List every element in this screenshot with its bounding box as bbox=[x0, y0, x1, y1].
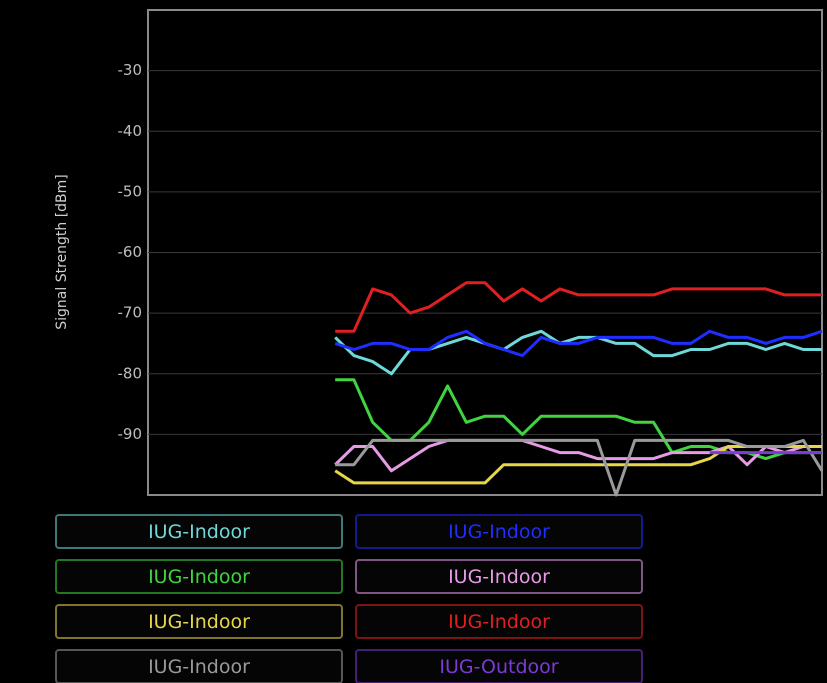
legend-label: IUG-Indoor bbox=[448, 521, 550, 543]
signal-line bbox=[334, 438, 822, 473]
legend-box bbox=[55, 514, 343, 549]
legend-label: IUG-Indoor bbox=[448, 566, 550, 588]
signal-line bbox=[335, 438, 824, 497]
legend-box bbox=[355, 559, 643, 594]
y-tick-label: -80 bbox=[118, 364, 143, 382]
y-tick-label: -90 bbox=[118, 425, 143, 443]
legend-label: IUG-Indoor bbox=[148, 521, 250, 543]
y-tick-label: -70 bbox=[118, 304, 143, 322]
signal-line bbox=[335, 281, 822, 333]
legend-box bbox=[55, 649, 343, 683]
legend-box bbox=[55, 559, 343, 594]
y-tick-label: -60 bbox=[118, 243, 143, 261]
y-tick-label: -30 bbox=[118, 61, 143, 79]
signal-line bbox=[334, 329, 823, 358]
y-tick-label: -50 bbox=[118, 182, 143, 200]
legend-label: IUG-Indoor bbox=[148, 611, 250, 633]
legend-label: IUG-Indoor bbox=[448, 611, 550, 633]
legend-box bbox=[55, 604, 343, 639]
legend-label: IUG-Indoor bbox=[148, 566, 250, 588]
legend-box bbox=[355, 514, 643, 549]
legend-box bbox=[355, 649, 643, 683]
signal-line bbox=[334, 445, 822, 485]
legend-label: IUG-Indoor bbox=[148, 656, 250, 678]
legend-box bbox=[355, 604, 643, 639]
legend-label: IUG-Outdoor bbox=[439, 656, 558, 678]
y-tick-label: -40 bbox=[118, 122, 143, 140]
y-axis-label: Signal Strength [dBm] bbox=[54, 174, 70, 330]
